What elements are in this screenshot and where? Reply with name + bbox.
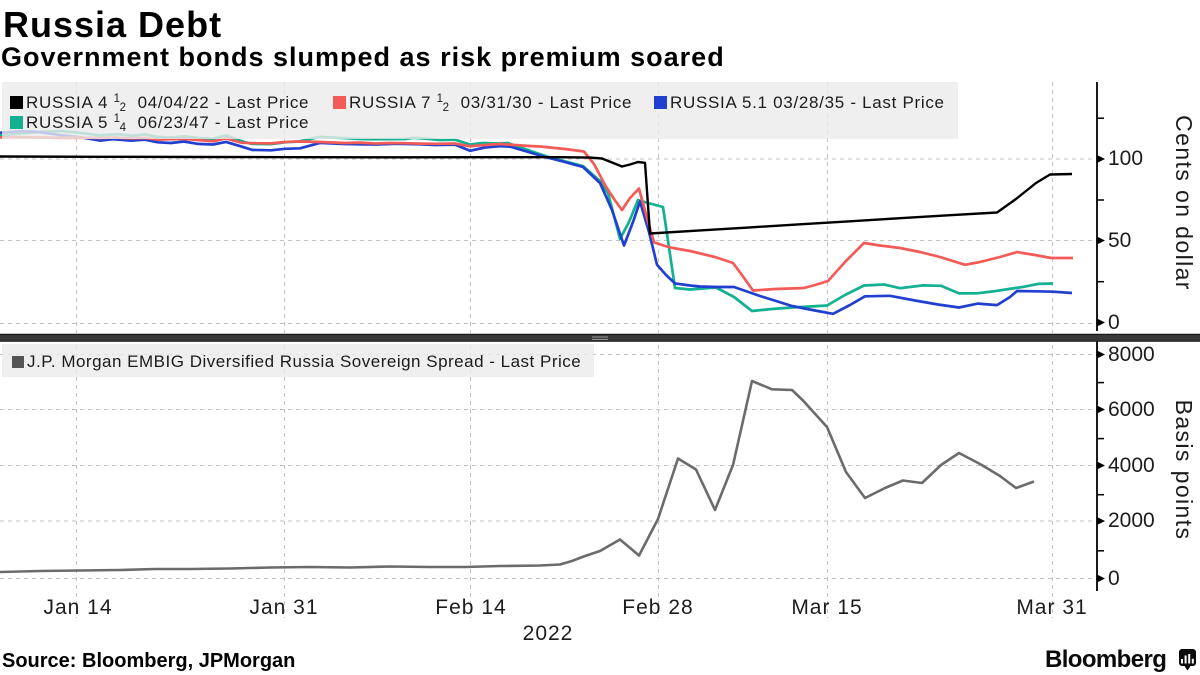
svg-text:Basis points: Basis points xyxy=(1171,400,1197,541)
svg-text:Cents on dollar: Cents on dollar xyxy=(1171,115,1197,291)
